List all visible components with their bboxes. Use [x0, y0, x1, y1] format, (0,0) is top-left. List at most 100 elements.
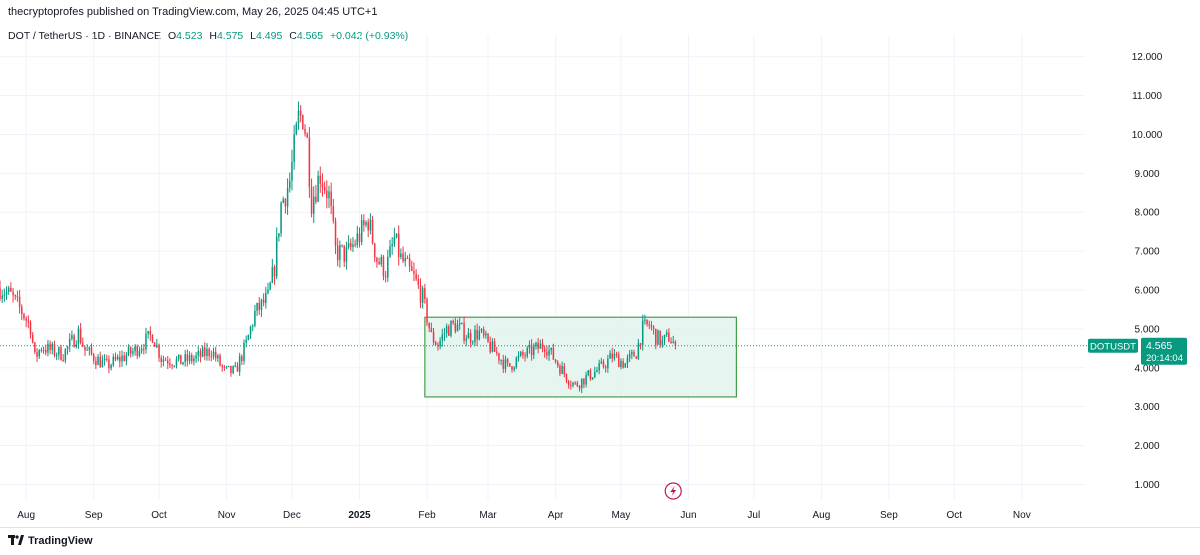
candle-body	[247, 335, 250, 340]
candle-body	[537, 342, 539, 349]
candle-body	[151, 334, 154, 343]
candle-body	[626, 357, 629, 364]
candle-body	[397, 233, 400, 258]
candle-body	[29, 322, 32, 335]
candle-body	[533, 346, 535, 356]
candle-body	[406, 258, 409, 260]
candle-body	[609, 353, 611, 359]
candle-body	[426, 298, 428, 323]
candle-body	[417, 279, 420, 286]
candle-body	[197, 351, 200, 356]
candle-body	[232, 366, 234, 374]
candle-body	[158, 344, 160, 358]
candle-body	[657, 330, 659, 345]
candle-body	[465, 338, 468, 341]
candle-body	[31, 334, 34, 343]
price-chart[interactable]: 1.000 2.000 3.000 4.000 5.000 6.000 7.000 8.000…	[0, 0, 1200, 527]
candle-body	[391, 244, 393, 247]
candle-body	[334, 220, 337, 246]
candle-body	[260, 299, 263, 310]
candle-body	[567, 381, 570, 386]
price-badge-countdown: 20:14:04	[1146, 353, 1183, 364]
candle-body	[112, 356, 115, 365]
candle-body	[297, 110, 300, 124]
candle-body	[269, 282, 271, 290]
candle-body	[620, 361, 622, 368]
candles-layer	[0, 101, 677, 394]
candle-body	[214, 351, 217, 359]
x-tick-label: Mar	[479, 510, 497, 521]
candle-body	[637, 343, 640, 359]
tradingview-logo-icon[interactable]	[8, 535, 24, 547]
y-tick-label: 6.000	[1134, 286, 1159, 297]
candle-body	[343, 245, 345, 262]
x-tick-label: Nov	[1013, 510, 1031, 521]
candle-body	[121, 355, 123, 362]
candle-body	[177, 354, 180, 360]
candle-body	[358, 233, 361, 242]
price-badge-value: 4.565	[1146, 340, 1172, 352]
candle-body	[454, 323, 457, 332]
candle-body	[166, 360, 169, 364]
candle-body	[572, 382, 574, 386]
candle-body	[64, 349, 67, 361]
candle-body	[350, 242, 352, 247]
candle-body	[345, 247, 348, 262]
candle-body	[193, 358, 195, 362]
x-tick-label: Dec	[283, 510, 301, 521]
candle-body	[354, 244, 356, 246]
x-tick-label: Apr	[548, 510, 564, 521]
candle-body	[238, 356, 241, 372]
tradingview-brand[interactable]: TradingView	[28, 535, 93, 547]
candle-body	[530, 344, 533, 356]
candle-body	[430, 328, 433, 332]
candle-body	[267, 289, 269, 294]
candle-body	[574, 382, 576, 384]
candle-body	[665, 332, 668, 335]
candle-body	[482, 329, 485, 336]
candle-body	[180, 354, 182, 365]
candle-body	[373, 243, 376, 258]
candle-body	[271, 267, 274, 283]
candle-body	[441, 334, 444, 341]
candle-body	[97, 356, 99, 366]
candle-body	[476, 329, 478, 340]
range-box	[424, 316, 738, 398]
candle-body	[580, 378, 583, 389]
candle-body	[363, 220, 365, 226]
candle-body	[387, 256, 389, 278]
candle-body	[611, 353, 613, 359]
candle-body	[116, 356, 119, 360]
candle-body	[511, 366, 513, 370]
lightning-bolt	[670, 486, 677, 496]
candle-body	[356, 233, 359, 245]
candle-body	[55, 354, 58, 356]
candle-body	[12, 291, 14, 296]
candle-body	[461, 322, 463, 324]
candle-body	[169, 363, 171, 366]
candle-body	[648, 324, 651, 326]
symbol-legend: DOT / TetherUS · 1D · BINANCE O4.523 H4.…	[8, 30, 408, 42]
candle-body	[258, 302, 261, 310]
candle-body	[77, 328, 80, 345]
candle-body	[415, 273, 417, 280]
candle-body	[5, 291, 8, 295]
candle-body	[10, 287, 12, 292]
candle-body	[25, 318, 27, 321]
symbol-line[interactable]: DOT / TetherUS · 1D · BINANCE	[8, 30, 162, 42]
x-tick-label: Oct	[151, 510, 167, 521]
candle-body	[339, 244, 341, 261]
candle-body	[369, 219, 372, 231]
x-tick-label: Oct	[946, 510, 962, 521]
candle-body	[456, 324, 459, 332]
candle-body	[3, 294, 6, 296]
candle-body	[101, 360, 104, 368]
candle-body	[312, 196, 315, 214]
candle-body	[376, 257, 378, 262]
candle-body	[548, 350, 550, 356]
candle-body	[332, 205, 335, 221]
open-label: O	[168, 30, 177, 42]
candle-body	[668, 332, 670, 342]
candle-body	[236, 365, 239, 372]
candle-body	[489, 341, 491, 352]
